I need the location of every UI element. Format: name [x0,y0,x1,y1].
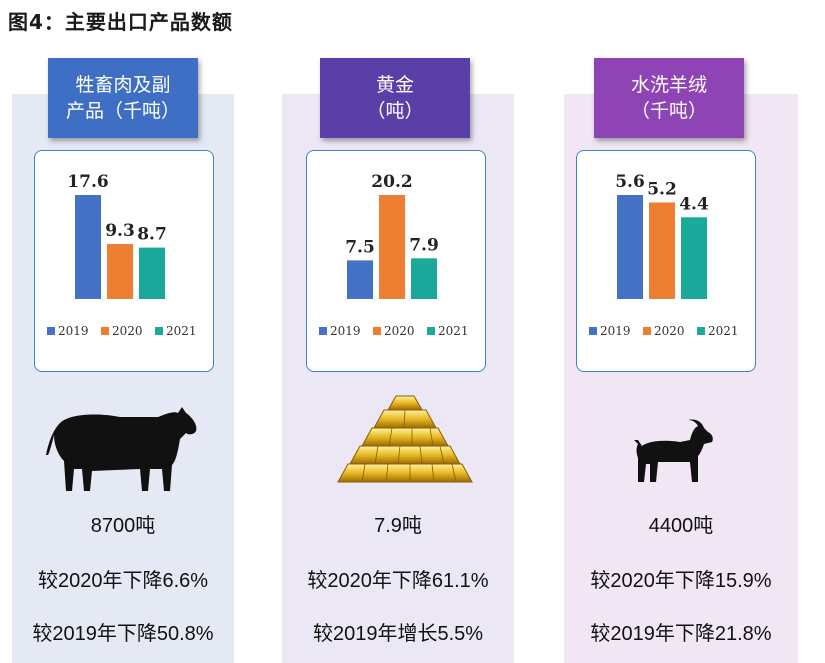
bar-2020 [107,244,133,299]
legend-label-2021: 2021 [708,324,739,338]
data-label-2020: 9.3 [105,221,135,241]
legend-label-2019: 2019 [600,324,631,338]
header-line-1: 水洗羊绒 [630,74,707,96]
data-label-2020: 20.2 [371,172,412,192]
change-vs-2019: 较2019年下降50.8% [32,623,214,645]
header-line-1: 牲畜肉及副 [75,74,171,96]
figure-title: 图4：主要出口产品数额 [8,10,233,34]
bar-chart: 17.6 9.3 8.7 2019 2020 2021 [34,150,214,372]
legend-swatch-2020 [101,327,109,335]
panel-gold: 黄金 （吨） 7.5 20.2 7.9 2019 2020 2021 7.9吨 较2020… [282,58,514,663]
goat-icon [634,419,713,482]
change-vs-2019: 较2019年增长5.5% [312,623,484,645]
change-vs-2020: 较2020年下降61.1% [307,570,489,592]
data-label-2021: 4.4 [679,194,709,214]
data-label-2019: 5.6 [615,172,645,192]
legend-swatch-2021 [155,327,163,335]
bar-2019 [75,195,101,299]
legend-label-2019: 2019 [58,324,89,338]
bar-chart-svg: 17.6 9.3 8.7 2019 2020 2021 [47,172,197,338]
bar-2020 [649,202,675,299]
bar-2020 [379,195,405,299]
data-label-2020: 5.2 [647,179,677,199]
bar-chart: 7.5 20.2 7.9 2019 2020 2021 [306,150,486,372]
legend-swatch-2019 [47,327,55,335]
legend-label-2020: 2020 [384,324,415,338]
bar-2021 [139,247,165,299]
legend-swatch-2020 [643,327,651,335]
header-line-2: 产品（千吨） [65,100,180,122]
change-vs-2020: 较2020年下降15.9% [590,570,772,592]
legend-label-2021: 2021 [438,324,469,338]
bar-2021 [681,217,707,299]
panel-header: 水洗羊绒 （千吨） [594,58,744,138]
bar-2019 [617,195,643,299]
header-line-2: （吨） [366,100,424,122]
header-line-1: 黄金 [375,74,414,96]
panel-livestock: 牲畜肉及副 产品（千吨） 17.6 9.3 8.7 2019 2020 2021 8700… [12,58,234,663]
legend-swatch-2021 [427,327,435,335]
legend-swatch-2021 [697,327,705,335]
bar-chart-svg: 7.5 20.2 7.9 2019 2020 2021 [319,172,469,338]
cow-icon [46,407,197,491]
change-vs-2019: 较2019年下降21.8% [590,623,772,645]
bar-2021 [411,258,437,299]
legend-label-2021: 2021 [166,324,197,338]
data-label-2019: 17.6 [67,172,108,192]
panel-cashmere: 水洗羊绒 （千吨） 5.6 5.2 4.4 2019 2020 2021 4400吨 较2… [564,58,798,663]
panel-header: 黄金 （吨） [320,58,470,138]
data-label-2021: 7.9 [409,235,439,255]
legend-label-2020: 2020 [654,324,685,338]
header-line-2: （千吨） [630,100,707,122]
legend-swatch-2019 [319,327,327,335]
export-amount: 7.9吨 [374,515,422,537]
export-amount: 8700吨 [90,515,156,537]
gold-bars-icon [337,395,473,483]
legend-label-2020: 2020 [112,324,143,338]
bar-2019 [347,260,373,299]
bar-chart: 5.6 5.2 4.4 2019 2020 2021 [576,150,756,372]
data-label-2019: 7.5 [345,237,375,257]
data-label-2021: 8.7 [137,225,167,245]
legend-swatch-2020 [373,327,381,335]
export-amount: 4400吨 [648,515,714,537]
legend-swatch-2019 [589,327,597,335]
change-vs-2020: 较2020年下降6.6% [37,570,209,592]
legend-label-2019: 2019 [330,324,361,338]
panel-header: 牲畜肉及副 产品（千吨） [48,58,198,138]
bar-chart-svg: 5.6 5.24.4 2019 2020 2021 [589,172,739,338]
